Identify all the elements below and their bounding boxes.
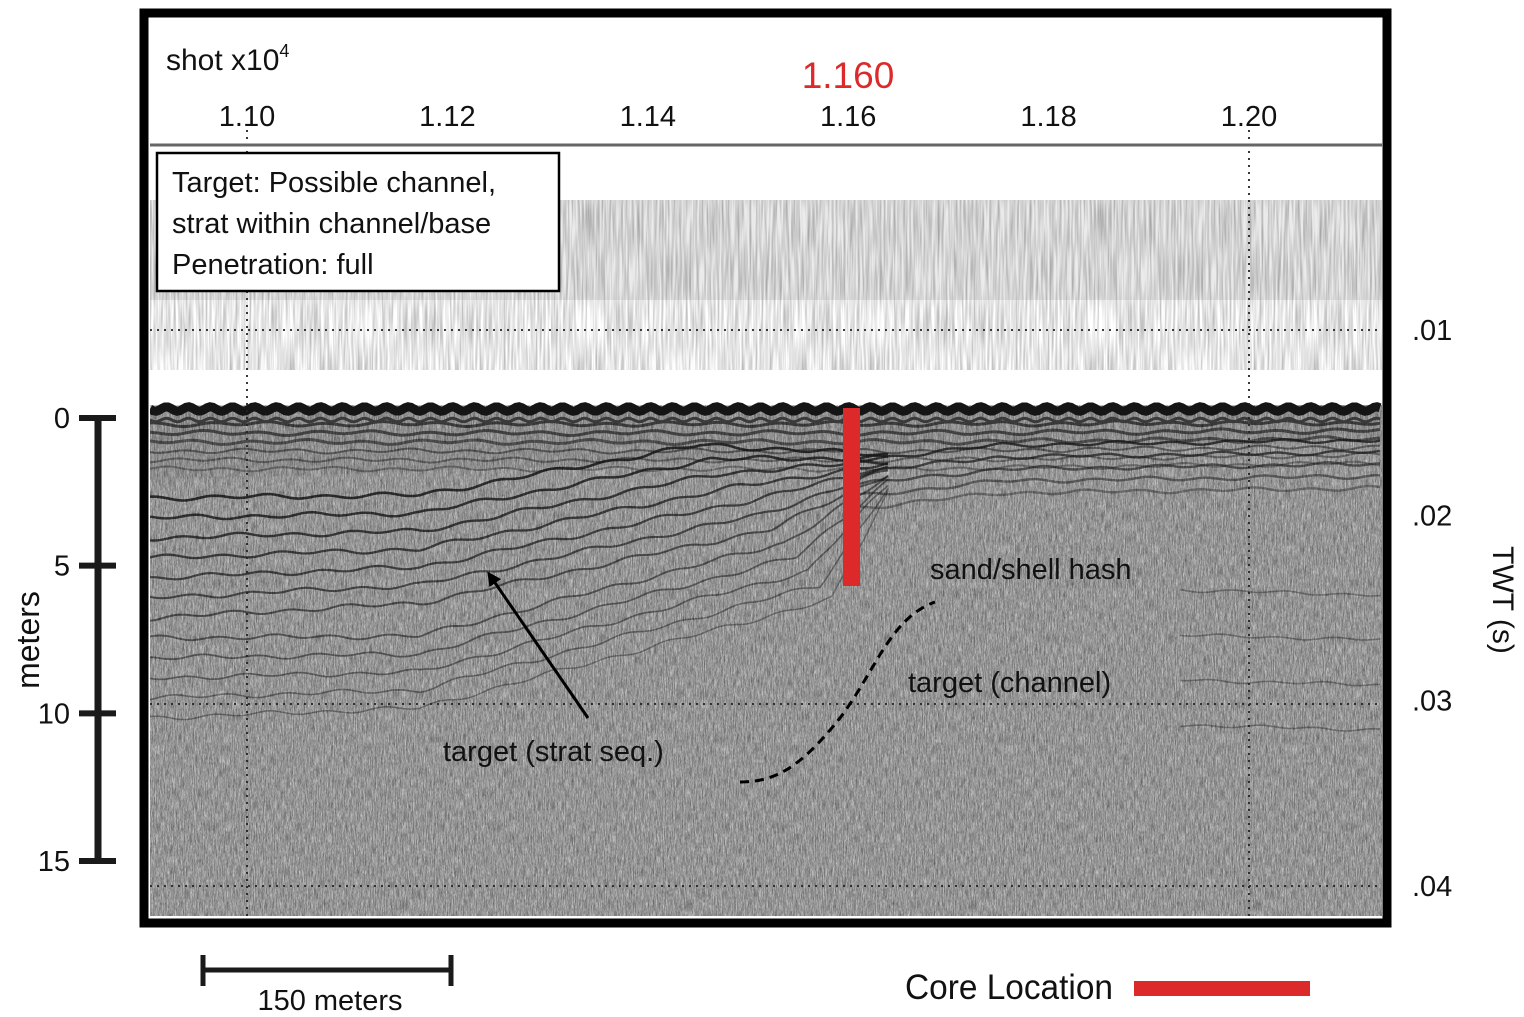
depth-tick-label: 15 [38,846,70,878]
shot-tick-label: 1.12 [419,101,475,133]
shot-tick-label: 1.20 [1221,101,1277,133]
seafloor-multiple [150,416,1381,424]
annotation-strat-seq: target (strat seq.) [443,736,664,768]
legend-core-swatch [1134,981,1310,996]
depth-axis-title: meters [10,591,46,689]
shot-tick-label: 1.16 [820,101,876,133]
seafloor-reflector [150,402,1382,416]
depth-tick-label: 5 [54,551,70,583]
horizontal-scale-bar: 150 meters [200,955,454,1017]
strat-arrow [487,571,590,719]
channel-outline-dashed [739,600,936,784]
legend-core-label: Core Location [905,968,1113,1007]
twt-axis-title: TWT (s) [1486,546,1519,654]
shot-tick-labels: 1.10 1.12 1.14 1.16 1.18 1.20 [219,101,1277,133]
twt-tick-label: .04 [1412,871,1452,903]
annotation-sand-shell: sand/shell hash [930,554,1132,586]
seismic-noise-fine [150,405,1382,916]
twt-tick-labels: .01 .02 .03 .04 [1412,315,1452,903]
shot-tick-label: 1.14 [620,101,676,133]
header-band [150,18,1382,144]
info-line-strat: strat within channel/base [172,208,491,240]
info-line-penetration: Penetration: full [172,249,374,281]
shot-tick-label: 1.10 [219,101,275,133]
plot-frame [139,8,1392,928]
scale-bar-label: 150 meters [257,985,402,1017]
info-box-frame [155,151,561,293]
depth-tick-label: 0 [54,403,70,435]
depth-axis: 0 5 10 15 meters [10,403,116,878]
core-shot-label: 1.160 [802,55,895,96]
info-line-target: Target: Possible channel, [172,167,496,199]
shot-axis-label: shot x104 [166,41,289,77]
shot-tick-label: 1.18 [1020,101,1076,133]
target-info-box: Target: Possible channel, strat within c… [155,151,561,293]
annotation-channel: target (channel) [908,667,1111,699]
core-location-legend: Core Location [905,968,1310,1007]
depth-tick-label: 10 [38,698,70,730]
twt-axis: .01 .02 .03 .04 TWT (s) [1412,315,1519,903]
seismic-image [150,146,1382,916]
twt-tick-label: .03 [1412,686,1452,718]
core-location-bar [843,408,860,586]
twt-tick-label: .01 [1412,315,1452,347]
depth-ticks: 0 5 10 15 [38,403,116,878]
dotted-gridlines [150,130,1382,916]
twt-tick-label: .02 [1412,500,1452,532]
